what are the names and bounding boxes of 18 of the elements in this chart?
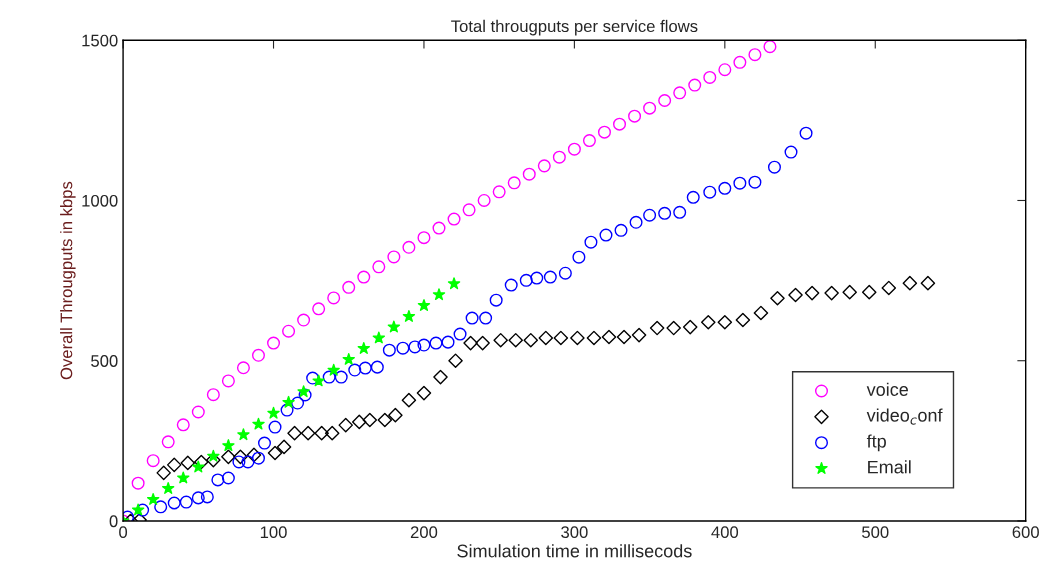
x-tick-label: 500 — [862, 526, 889, 539]
legend-label: ftp — [866, 434, 886, 452]
x-tick-label: 0 — [119, 526, 128, 539]
y-tick-label: 500 — [91, 355, 118, 367]
x-tick-label: 100 — [260, 526, 287, 539]
chart-title: Total througputs per service flows — [451, 19, 698, 36]
y-tick-label: 0 — [109, 515, 118, 528]
legend-label: voice — [866, 382, 908, 396]
y-axis-title: Overall Througputs in kbps — [60, 181, 76, 380]
x-tick-label: 400 — [711, 526, 739, 539]
y-tick-label: 1500 — [82, 34, 118, 47]
y-tick-label: 1000 — [82, 194, 118, 207]
legend-label: video$_{c}$onf — [866, 408, 943, 425]
legend-label: Email — [868, 460, 911, 474]
x-tick-label: 300 — [561, 526, 588, 539]
x-tick-label: 600 — [1012, 526, 1039, 539]
x-tick-label: 200 — [410, 526, 438, 539]
x-axis-title: Simulation time in millisecods — [457, 544, 692, 558]
